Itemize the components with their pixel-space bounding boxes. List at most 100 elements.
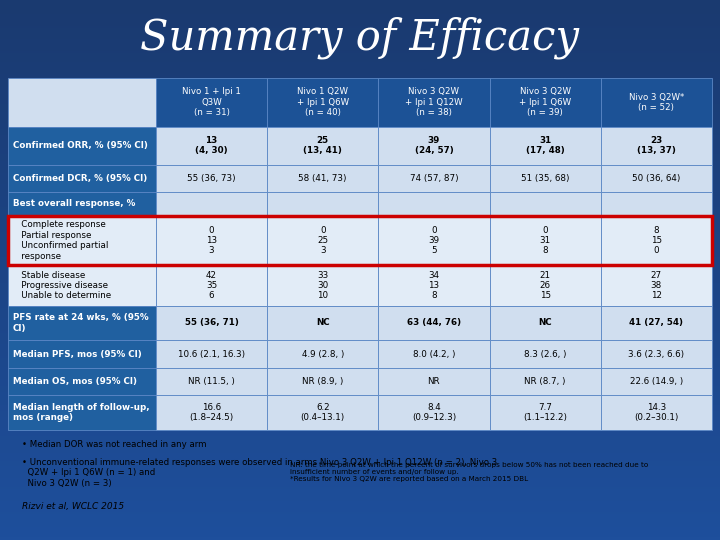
Bar bbox=[267, 215, 378, 266]
Text: 14.3
(0.2–30.1): 14.3 (0.2–30.1) bbox=[634, 403, 678, 422]
Text: Summary of Efficacy: Summary of Efficacy bbox=[140, 17, 580, 59]
Text: Stable disease
   Progressive disease
   Unable to determine: Stable disease Progressive disease Unabl… bbox=[13, 271, 111, 300]
Text: 51 (35, 68): 51 (35, 68) bbox=[521, 174, 570, 183]
Bar bbox=[156, 127, 267, 165]
Text: NR (8.9, ): NR (8.9, ) bbox=[302, 377, 343, 386]
Bar bbox=[490, 368, 600, 395]
Bar bbox=[267, 340, 378, 368]
Text: NC: NC bbox=[316, 319, 330, 327]
Text: 8.3 (2.6, ): 8.3 (2.6, ) bbox=[524, 349, 567, 359]
Text: Nivo 3 Q2W
+ Ipi 1 Q12W
(n = 38): Nivo 3 Q2W + Ipi 1 Q12W (n = 38) bbox=[405, 87, 463, 117]
Bar bbox=[490, 340, 600, 368]
Bar bbox=[600, 78, 712, 127]
Bar bbox=[600, 215, 712, 266]
Bar bbox=[8, 266, 156, 306]
Text: 10.6 (2.1, 16.3): 10.6 (2.1, 16.3) bbox=[178, 349, 245, 359]
Bar bbox=[8, 395, 156, 430]
Text: 0
39
5: 0 39 5 bbox=[428, 226, 439, 255]
Text: • Unconventional immune-related responses were observed in arms Nivo 3 Q2W + Ipi: • Unconventional immune-related response… bbox=[22, 458, 498, 488]
Text: 55 (36, 73): 55 (36, 73) bbox=[187, 174, 235, 183]
Text: 42
35
6: 42 35 6 bbox=[206, 271, 217, 300]
Text: Nivo 3 Q2W
+ Ipi 1 Q6W
(n = 39): Nivo 3 Q2W + Ipi 1 Q6W (n = 39) bbox=[519, 87, 571, 117]
Bar bbox=[8, 165, 156, 192]
Bar bbox=[267, 165, 378, 192]
Text: 8.0 (4.2, ): 8.0 (4.2, ) bbox=[413, 349, 455, 359]
Text: 34
13
8: 34 13 8 bbox=[428, 271, 439, 300]
Bar bbox=[267, 266, 378, 306]
Text: 6.2
(0.4–13.1): 6.2 (0.4–13.1) bbox=[300, 403, 345, 422]
Text: 27
38
12: 27 38 12 bbox=[651, 271, 662, 300]
Text: 22.6 (14.9, ): 22.6 (14.9, ) bbox=[630, 377, 683, 386]
Bar bbox=[490, 395, 600, 430]
Text: NC: NC bbox=[539, 319, 552, 327]
Bar bbox=[600, 306, 712, 340]
Bar bbox=[490, 78, 600, 127]
Bar bbox=[378, 192, 490, 215]
Bar bbox=[378, 215, 490, 266]
Text: 8.4
(0.9–12.3): 8.4 (0.9–12.3) bbox=[412, 403, 456, 422]
Text: PFS rate at 24 wks, % (95%
CI): PFS rate at 24 wks, % (95% CI) bbox=[13, 313, 148, 333]
Bar bbox=[378, 395, 490, 430]
Bar bbox=[8, 306, 156, 340]
Text: Nivo 1 + Ipi 1
Q3W
(n = 31): Nivo 1 + Ipi 1 Q3W (n = 31) bbox=[182, 87, 241, 117]
Bar bbox=[490, 306, 600, 340]
Text: 33
30
10: 33 30 10 bbox=[317, 271, 328, 300]
Text: 50 (36, 64): 50 (36, 64) bbox=[632, 174, 680, 183]
Text: 0
31
8: 0 31 8 bbox=[539, 226, 551, 255]
Text: Confirmed ORR, % (95% CI): Confirmed ORR, % (95% CI) bbox=[13, 141, 148, 150]
Bar bbox=[8, 127, 156, 165]
Text: 13
(4, 30): 13 (4, 30) bbox=[195, 136, 228, 156]
Text: 23
(13, 37): 23 (13, 37) bbox=[637, 136, 676, 156]
Text: 55 (36, 71): 55 (36, 71) bbox=[184, 319, 238, 327]
Bar bbox=[378, 127, 490, 165]
Bar bbox=[8, 215, 712, 266]
Text: 0
13
3: 0 13 3 bbox=[206, 226, 217, 255]
Text: Confirmed DCR, % (95% CI): Confirmed DCR, % (95% CI) bbox=[13, 174, 148, 183]
Text: 7.7
(1.1–12.2): 7.7 (1.1–12.2) bbox=[523, 403, 567, 422]
Bar bbox=[156, 340, 267, 368]
Bar bbox=[267, 368, 378, 395]
Text: 31
(17, 48): 31 (17, 48) bbox=[526, 136, 564, 156]
Text: 58 (41, 73): 58 (41, 73) bbox=[298, 174, 347, 183]
Text: Nivo 1 Q2W
+ Ipi 1 Q6W
(n = 40): Nivo 1 Q2W + Ipi 1 Q6W (n = 40) bbox=[297, 87, 348, 117]
Text: 63 (44, 76): 63 (44, 76) bbox=[407, 319, 461, 327]
Bar bbox=[378, 78, 490, 127]
Text: Complete response
   Partial response
   Unconfirmed partial
   response: Complete response Partial response Uncon… bbox=[13, 220, 109, 261]
Bar bbox=[156, 395, 267, 430]
Bar bbox=[8, 340, 156, 368]
Text: Best overall response, %: Best overall response, % bbox=[13, 199, 135, 208]
Text: Median OS, mos (95% CI): Median OS, mos (95% CI) bbox=[13, 377, 137, 386]
Bar bbox=[156, 266, 267, 306]
Text: 8
15
0: 8 15 0 bbox=[651, 226, 662, 255]
Text: NR (11.5, ): NR (11.5, ) bbox=[188, 377, 235, 386]
Text: 74 (57, 87): 74 (57, 87) bbox=[410, 174, 458, 183]
Text: Rizvi et al, WCLC 2015: Rizvi et al, WCLC 2015 bbox=[22, 502, 124, 511]
Bar bbox=[378, 368, 490, 395]
Bar bbox=[156, 78, 267, 127]
Bar bbox=[267, 127, 378, 165]
Bar bbox=[600, 165, 712, 192]
Bar bbox=[156, 306, 267, 340]
Text: 25
(13, 41): 25 (13, 41) bbox=[303, 136, 342, 156]
Bar bbox=[600, 395, 712, 430]
Bar bbox=[8, 368, 156, 395]
Text: 4.9 (2.8, ): 4.9 (2.8, ) bbox=[302, 349, 344, 359]
Text: 41 (27, 54): 41 (27, 54) bbox=[629, 319, 683, 327]
Bar bbox=[267, 78, 378, 127]
Bar bbox=[490, 165, 600, 192]
Bar bbox=[267, 395, 378, 430]
Text: Median length of follow-up,
mos (range): Median length of follow-up, mos (range) bbox=[13, 403, 150, 422]
Bar bbox=[267, 192, 378, 215]
Text: 39
(24, 57): 39 (24, 57) bbox=[415, 136, 454, 156]
Bar bbox=[600, 266, 712, 306]
Text: Nivo 3 Q2W*
(n = 52): Nivo 3 Q2W* (n = 52) bbox=[629, 93, 684, 112]
Bar bbox=[490, 192, 600, 215]
Text: NR (8.7, ): NR (8.7, ) bbox=[524, 377, 566, 386]
Text: 16.6
(1.8–24.5): 16.6 (1.8–24.5) bbox=[189, 403, 233, 422]
Bar bbox=[267, 306, 378, 340]
Text: NR: NR bbox=[428, 377, 440, 386]
Text: 0
25
3: 0 25 3 bbox=[317, 226, 328, 255]
Bar bbox=[378, 266, 490, 306]
Text: NR: the time point at which the percent of survivors drops below 50% has not bee: NR: the time point at which the percent … bbox=[289, 462, 648, 482]
Text: Median PFS, mos (95% CI): Median PFS, mos (95% CI) bbox=[13, 349, 142, 359]
